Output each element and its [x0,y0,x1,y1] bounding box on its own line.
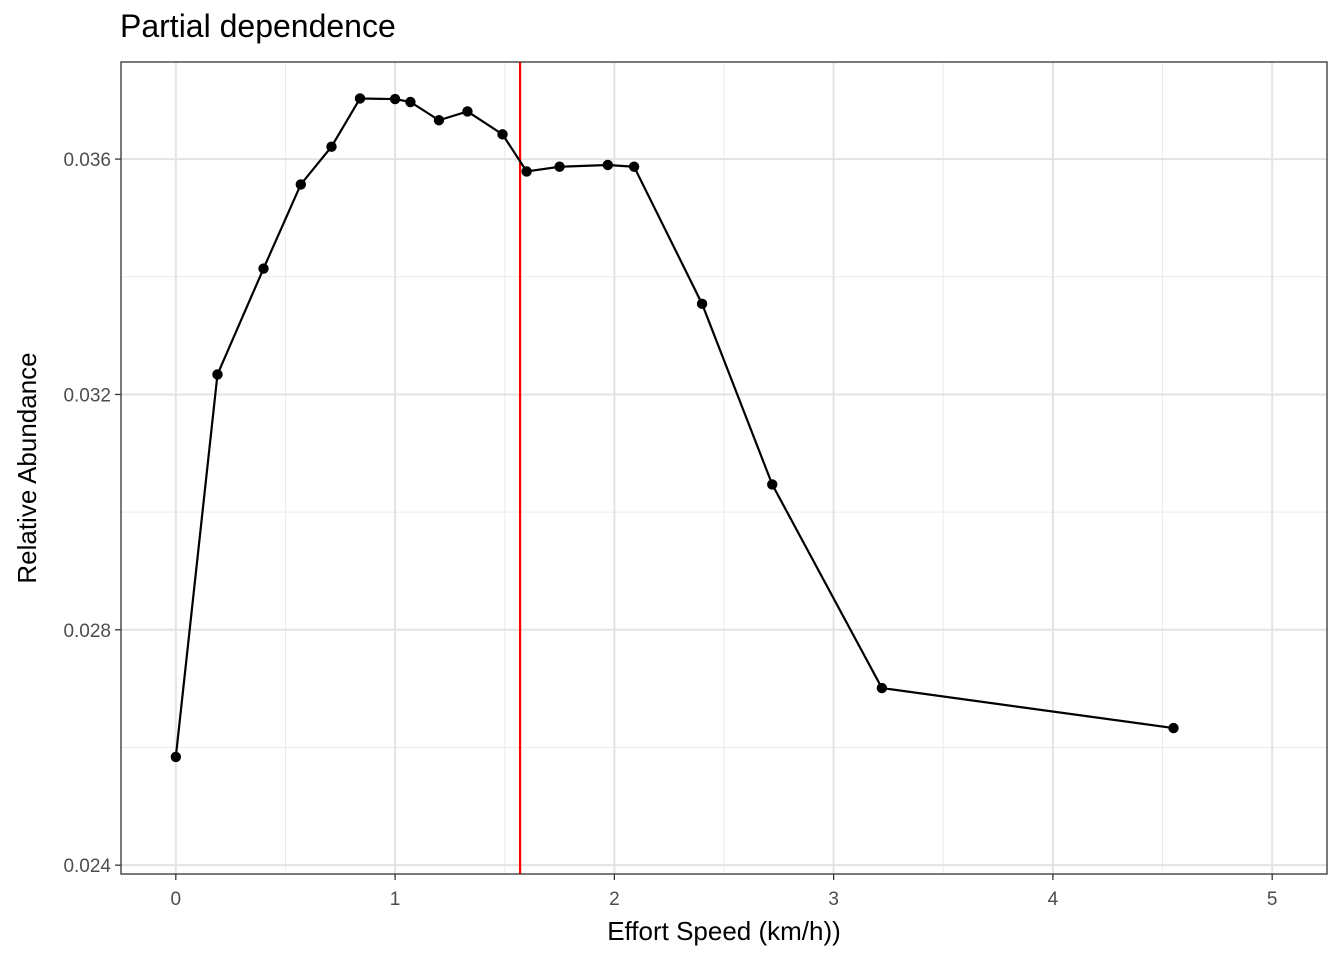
data-point [554,161,565,172]
x-tick-label: 5 [1267,889,1278,910]
y-tick-label: 0.032 [63,385,111,406]
x-tick-label: 2 [609,889,620,910]
x-axis-title: Effort Speed (km/h)) [607,916,841,946]
data-point [628,161,640,172]
y-tick-label: 0.024 [63,856,111,877]
x-tick-label: 0 [171,889,182,910]
panel-border [120,61,1328,875]
data-point [497,129,508,140]
data-point [295,179,307,190]
data-point [521,166,532,177]
data-point [602,159,613,171]
data-point [696,298,708,310]
data-point [326,141,337,152]
data-point [876,682,888,694]
y-axis-ticks: 0.024 0.028 0.032 0.036 [63,150,121,877]
chart-title: Partial dependence [120,8,396,44]
data-point [170,751,182,763]
series-line-layer [174,97,1174,758]
data-point [405,96,416,108]
data-point [462,106,473,117]
y-axis-title: Relative Abundance [12,352,42,583]
data-point [389,93,401,105]
data-point [258,263,269,274]
series-line [174,97,1174,758]
data-point [354,93,366,104]
x-tick-label: 3 [828,889,839,910]
data-point [212,369,223,380]
x-tick-label: 1 [390,889,401,910]
data-point [433,115,445,126]
data-point [767,479,778,490]
y-tick-label: 0.036 [63,150,111,171]
data-point [1168,722,1179,734]
x-tick-label: 4 [1048,889,1059,910]
minor-gridlines [121,62,1327,874]
y-tick-label: 0.028 [63,621,111,642]
series-points-layer [170,93,1179,763]
x-axis-ticks: 0 1 2 3 4 5 [171,874,1278,910]
